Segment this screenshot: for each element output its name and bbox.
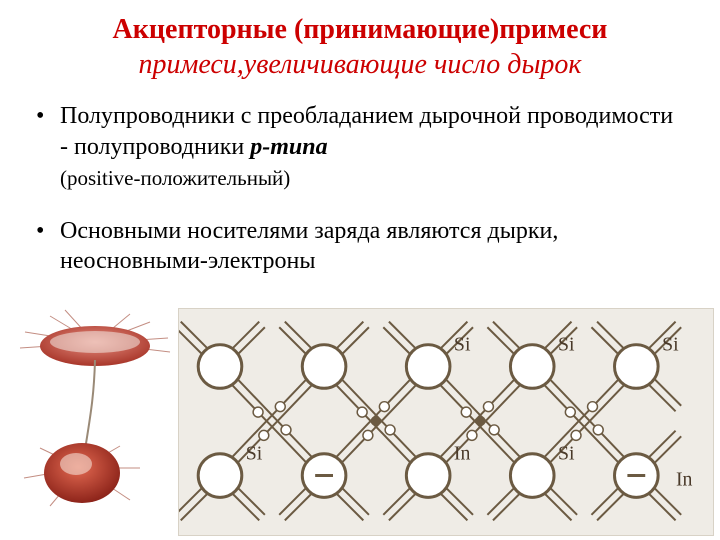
svg-text:Si: Si [246,443,263,465]
lattice-diagram: Si Si Si Si In Si In [178,308,714,536]
svg-text:In: In [676,468,693,490]
neuron-illustration [10,308,180,518]
bullet-list: Полупроводники с преобладанием дырочной … [0,87,720,277]
bullet-1-paren: (positive-положительный) [60,166,290,190]
title-line1: Акцепторные (принимающие)примеси [20,12,700,47]
bullet-1-text: Полупроводники с преобладанием дырочной … [60,103,673,160]
title-line2: примеси,увеличивающие число дырок [20,47,700,83]
bullet-2-text: Основными носителями заряда являются дыр… [60,218,558,275]
svg-text:Si: Si [558,443,575,465]
bullet-2: Основными носителями заряда являются дыр… [34,216,686,277]
svg-text:Si: Si [454,334,471,356]
svg-text:Si: Si [662,334,679,356]
bullet-1: Полупроводники с преобладанием дырочной … [34,101,686,193]
svg-text:In: In [454,443,471,465]
svg-text:Si: Si [558,334,575,356]
bullet-1-em: р-типа [250,134,327,160]
